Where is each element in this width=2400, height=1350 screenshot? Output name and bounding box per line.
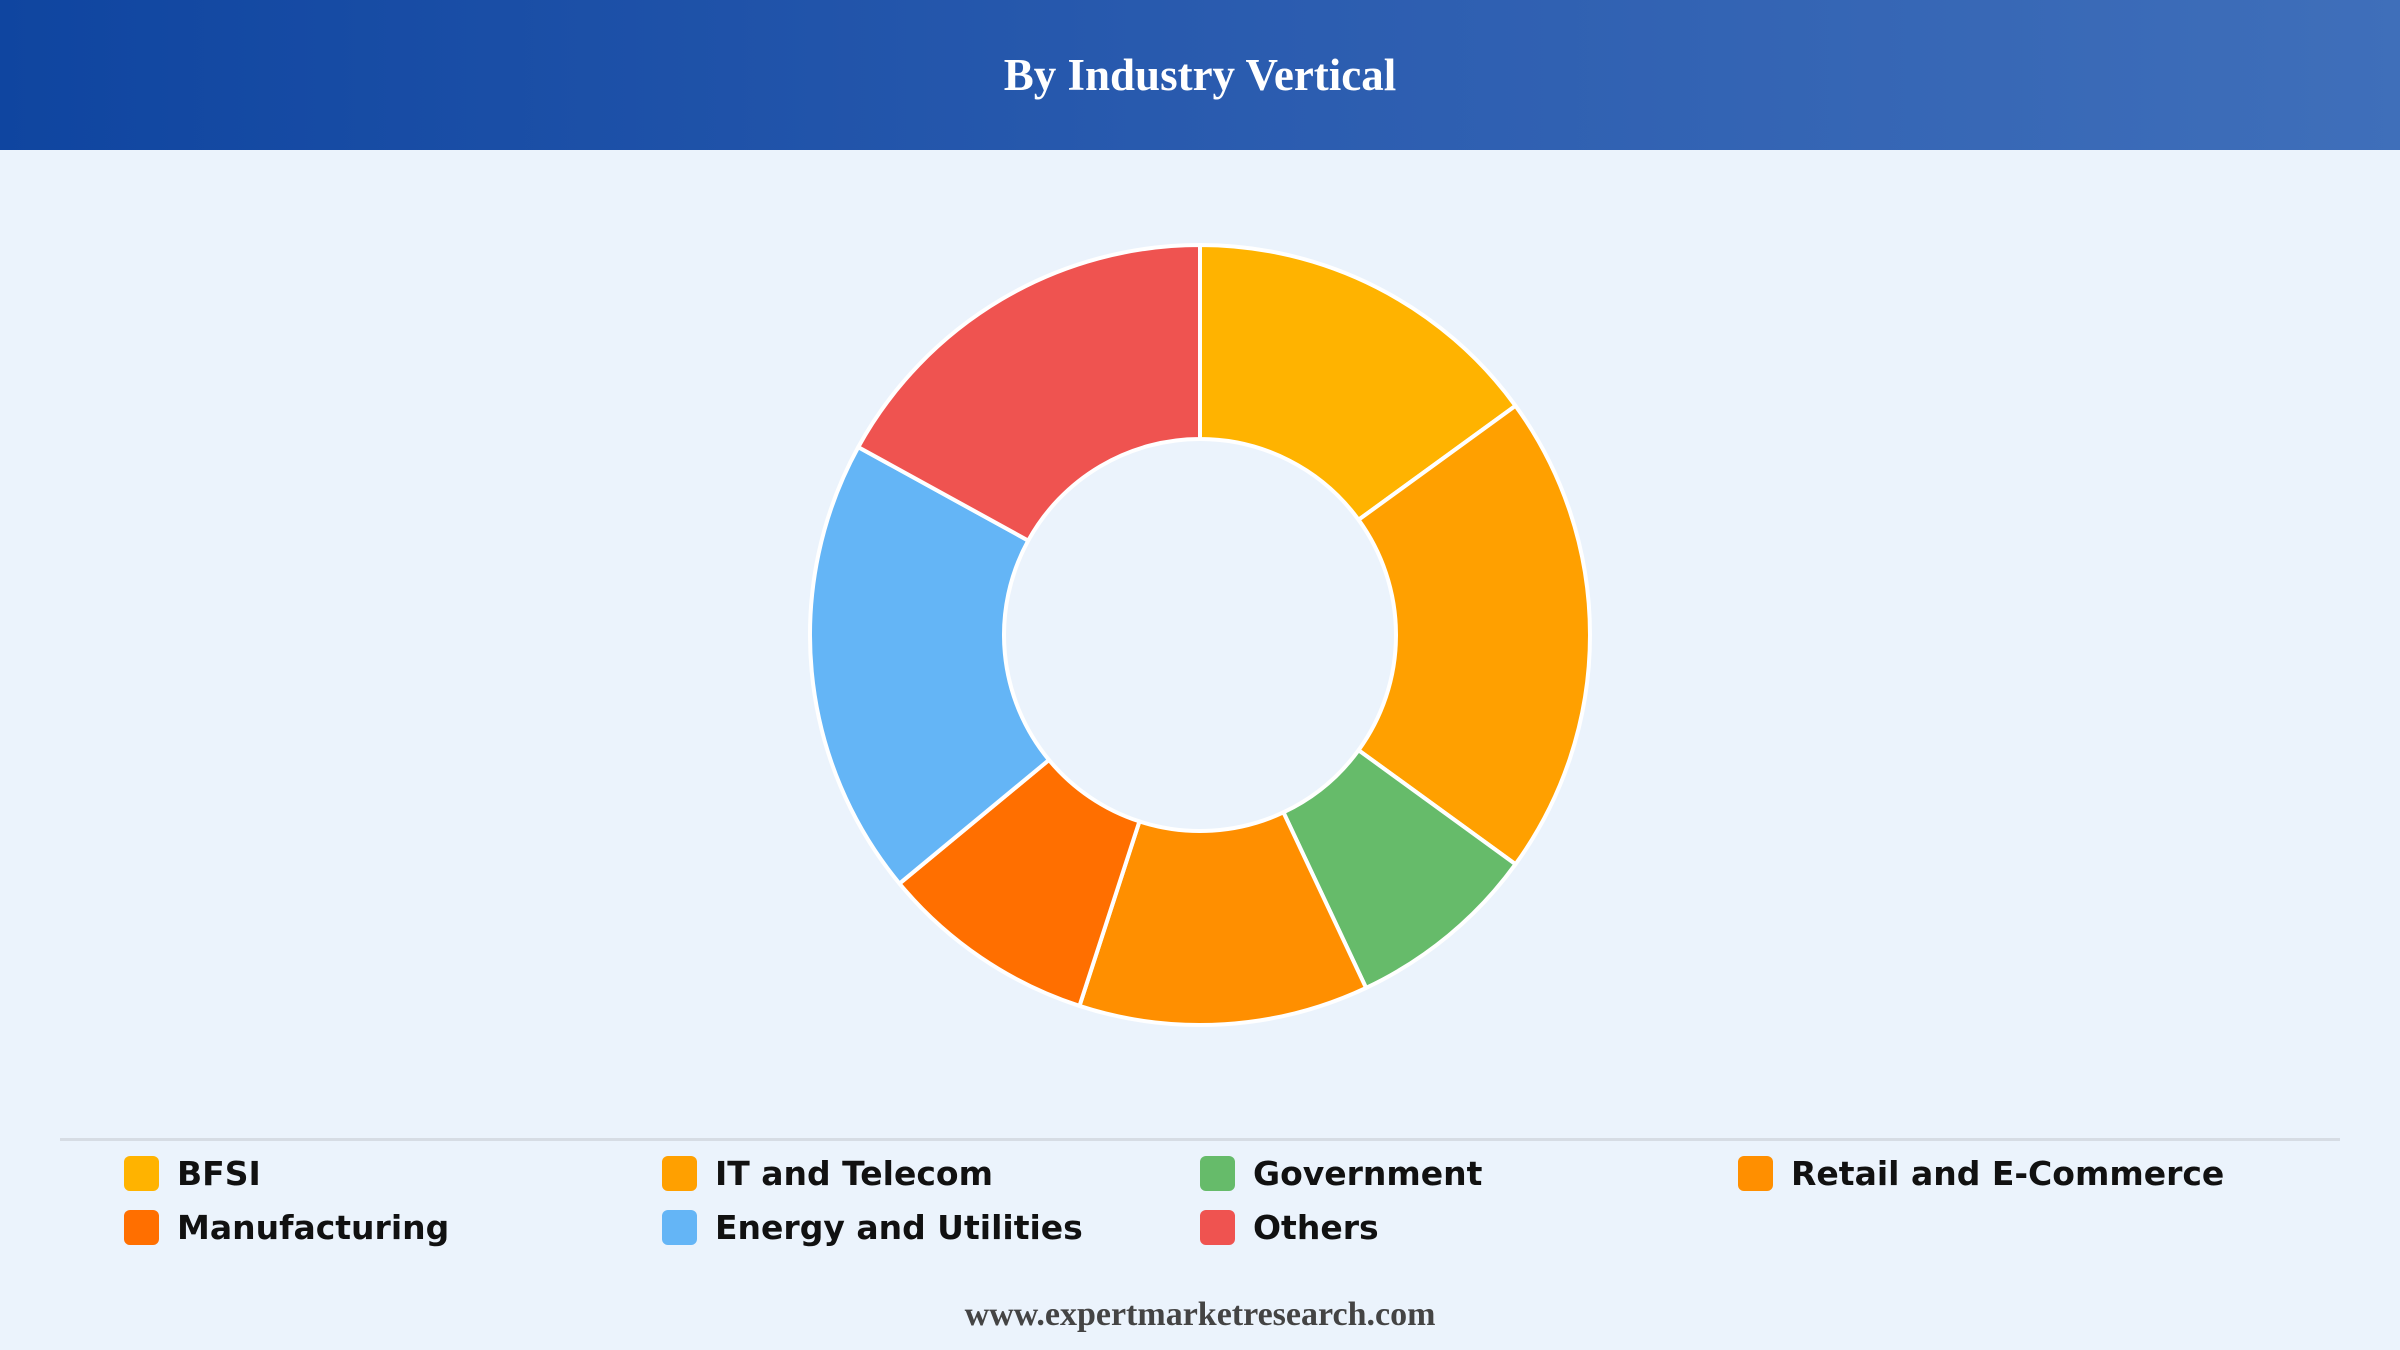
legend-item-energy-and-utilities[interactable]: Energy and Utilities — [662, 1207, 1200, 1247]
legend-label: Government — [1253, 1153, 1483, 1193]
legend-label: IT and Telecom — [715, 1153, 993, 1193]
legend-label: Others — [1253, 1207, 1379, 1247]
legend-swatch — [1738, 1155, 1773, 1191]
slice-bfsi[interactable] — [1198, 243, 1518, 522]
slice-others[interactable] — [856, 243, 1202, 543]
chart-legend: BFSI IT and Telecom Government Retail and E… — [124, 1153, 2324, 1247]
legend-item-government[interactable]: Government — [1200, 1153, 1738, 1193]
legend-label: Energy and Utilities — [715, 1207, 1083, 1247]
slice-energy-and-utilities[interactable] — [808, 445, 1051, 886]
legend-swatch — [1200, 1155, 1235, 1191]
slice-it-and-telecom[interactable] — [1356, 403, 1593, 867]
legend-item-manufacturing[interactable]: Manufacturing — [124, 1207, 662, 1247]
legend-swatch — [662, 1155, 697, 1191]
donut-chart — [808, 243, 1593, 1027]
legend-divider — [60, 1138, 2340, 1141]
legend-item-retail-and-e-commerce[interactable]: Retail and E-Commerce — [1738, 1153, 2276, 1193]
legend-label: Retail and E-Commerce — [1791, 1153, 2225, 1193]
source-footer: www.expertmarketresearch.com — [964, 1296, 1436, 1333]
legend-swatch — [124, 1155, 159, 1191]
legend-label: BFSI — [177, 1153, 261, 1193]
legend-swatch — [1200, 1209, 1235, 1245]
chart-header: By Industry Vertical — [0, 0, 2400, 150]
legend-label: Manufacturing — [177, 1207, 450, 1247]
legend-item-bfsi[interactable]: BFSI — [124, 1153, 662, 1193]
legend-swatch — [662, 1209, 697, 1245]
chart-title: By Industry Vertical — [1003, 50, 1397, 100]
legend-item-others[interactable]: Others — [1200, 1207, 1738, 1247]
slice-retail-and-e-commerce[interactable] — [1077, 810, 1369, 1027]
legend-item-it-and-telecom[interactable]: IT and Telecom — [662, 1153, 1200, 1193]
legend-swatch — [124, 1209, 159, 1245]
